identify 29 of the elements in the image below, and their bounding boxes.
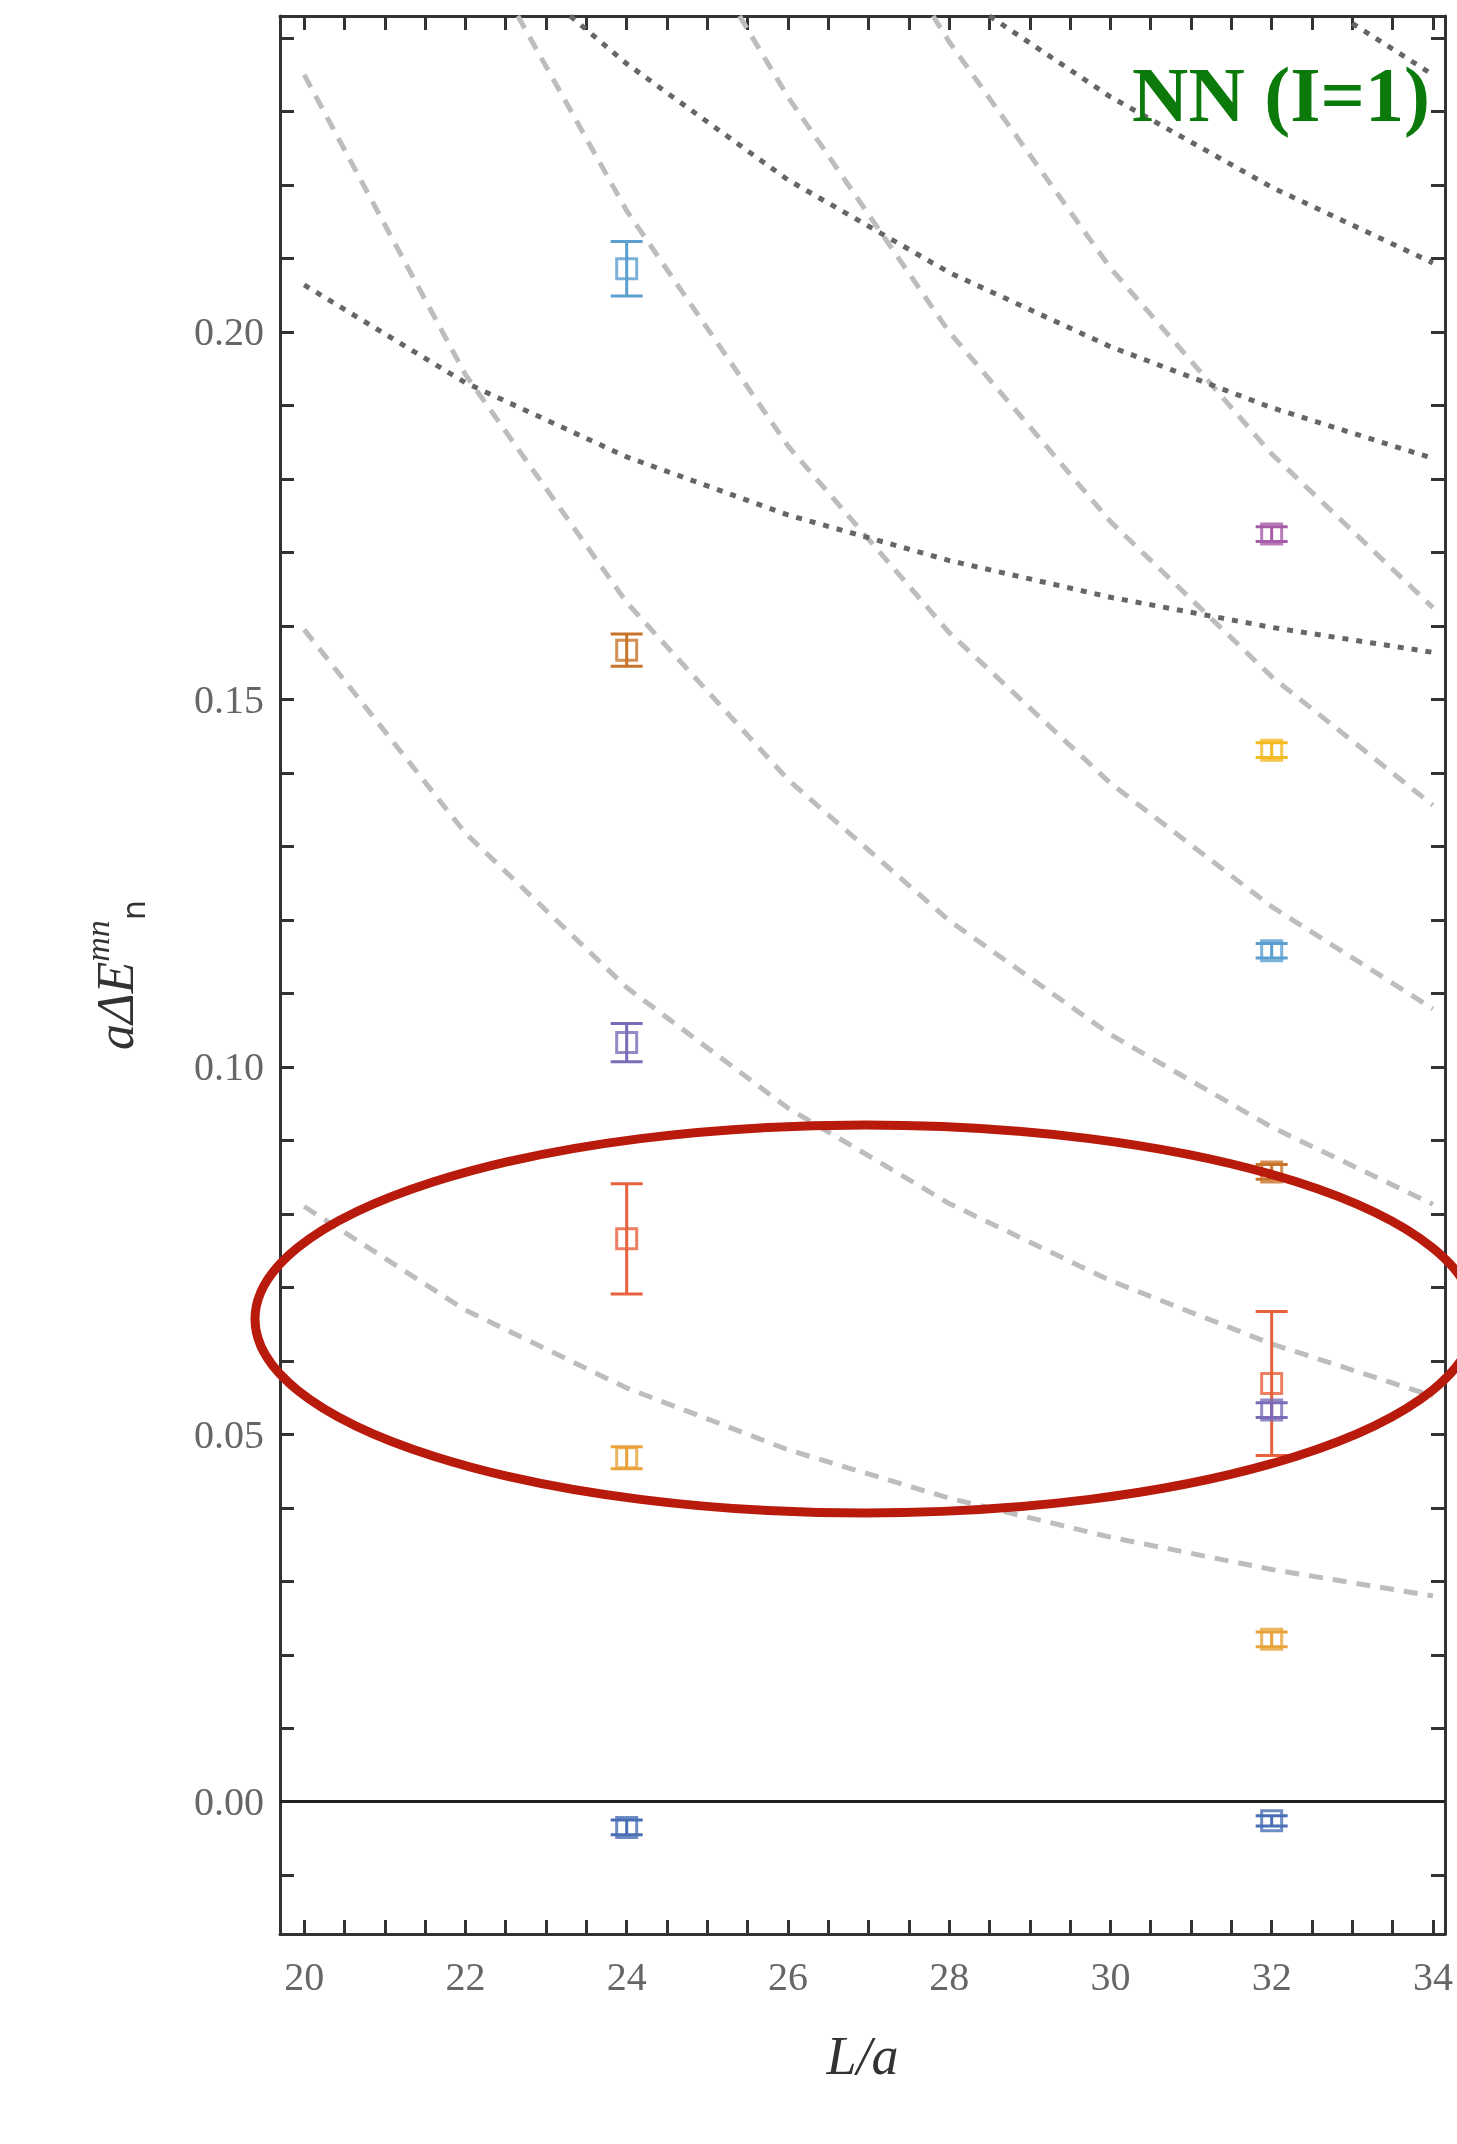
point [1260,1809,1284,1833]
point [1260,939,1284,963]
point [615,1031,639,1055]
x-tick-label: 34 [1412,1953,1453,1999]
point [615,257,639,281]
x-tick-label: 32 [1251,1953,1292,1999]
point [1260,522,1284,546]
y-tick-label: 0.10 [194,1044,264,1090]
point [1260,1627,1284,1651]
point [615,1815,639,1839]
point [1260,1372,1284,1396]
x-tick-label: 28 [929,1953,970,1999]
x-tick-label: 20 [284,1953,325,1999]
x-tick-label: 26 [767,1953,808,1999]
y-axis-title: aΔEmnn [78,899,153,1051]
y-tick-label: 0.20 [194,309,264,355]
y-tick-label: 0.00 [194,1779,264,1825]
x-axis-title: L/a [825,2026,899,2086]
x-tick-label: 22 [445,1953,486,1999]
x-tick-label: 30 [1090,1953,1131,1999]
point [615,1227,639,1251]
x-tick-label: 24 [606,1953,647,1999]
y-tick-label: 0.15 [194,676,264,722]
point [615,638,639,662]
y-tick-label: 0.05 [194,1411,264,1457]
point [1260,1398,1284,1422]
point [1260,738,1284,762]
chart-title: NN (I=1) [1132,50,1431,138]
point [615,1446,639,1470]
